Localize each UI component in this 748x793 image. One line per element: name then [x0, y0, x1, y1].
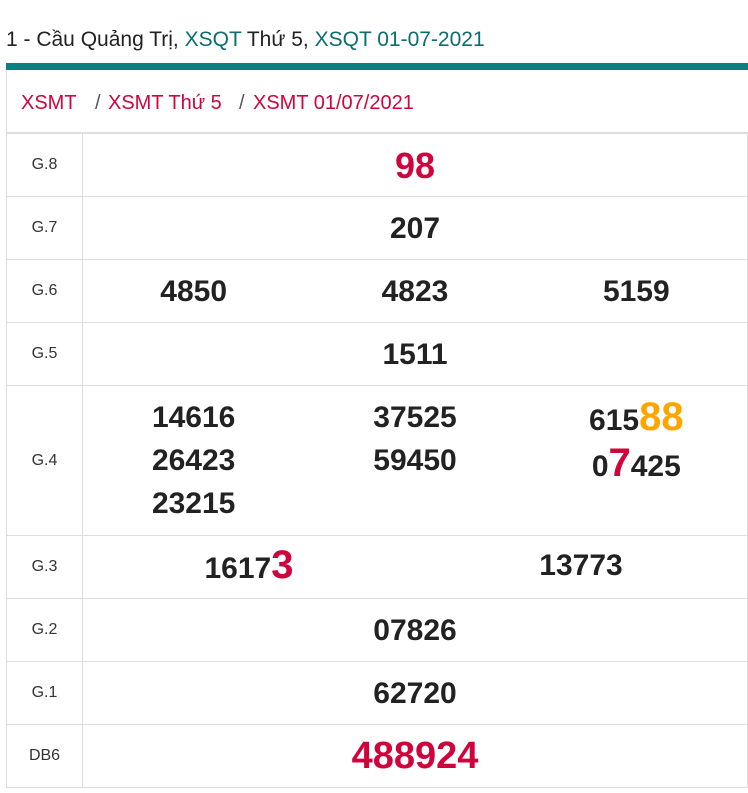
- heading-text: 1 - Cầu Quảng Trị,: [6, 28, 185, 51]
- highlight-digits: 88: [639, 395, 684, 439]
- prize-number: 26423: [151, 444, 236, 477]
- row-db: DB6 488924: [6, 724, 748, 788]
- prize-label: DB6: [6, 724, 83, 788]
- xsqt-date-link[interactable]: XSQT 01-07-2021: [314, 28, 485, 51]
- breadcrumb: XSMT / XSMT Thứ 5 / XSMT 01/07/2021: [6, 70, 748, 133]
- row-g1: G.1 62720: [6, 661, 748, 725]
- row-g6: G.6 4850 4823 5159: [6, 259, 748, 323]
- highlight-digits: 7: [608, 441, 631, 485]
- breadcrumb-separator: /: [239, 92, 245, 114]
- breadcrumb-xsmt[interactable]: XSMT: [21, 92, 77, 114]
- digits: 1617: [204, 552, 272, 585]
- results-table: G.8 98 G.7 207 G.6 4850 4823 5159 G.5 1511 G.4…: [6, 133, 748, 788]
- prize-number: 07826: [373, 613, 457, 647]
- prize-number: 59450: [373, 444, 457, 477]
- row-g4: G.4 14616 26423 23215 37525 59450 61588 0742…: [6, 385, 748, 536]
- prize-number: 207: [389, 211, 441, 245]
- prize-label: G.6: [6, 259, 83, 323]
- accent-bar: [6, 63, 748, 70]
- digits: 13773: [539, 549, 623, 582]
- prize-label: G.8: [6, 133, 83, 197]
- prize-number: 98: [394, 144, 436, 186]
- digits: 0: [591, 450, 609, 483]
- row-g8: G.8 98: [6, 133, 748, 197]
- row-g2: G.2 07826: [6, 598, 748, 662]
- digits: 615: [589, 404, 640, 437]
- prize-number: 4850: [160, 274, 228, 308]
- prize-label: G.4: [6, 385, 83, 536]
- prize-number: 62720: [373, 676, 457, 710]
- breadcrumb-separator: /: [95, 92, 101, 114]
- row-g3: G.3 16173 13773: [6, 535, 748, 599]
- highlight-digits: 3: [271, 543, 294, 587]
- prize-number: 23215: [151, 487, 236, 520]
- digits: 425: [630, 450, 681, 483]
- prize-number: 4823: [381, 274, 449, 308]
- prize-number: 07425: [526, 442, 747, 488]
- prize-number: 1511: [382, 337, 448, 371]
- prize-label: G.1: [6, 661, 83, 725]
- heading-text-mid: Thứ 5,: [241, 28, 315, 51]
- prize-label: G.5: [6, 322, 83, 386]
- prize-number: 5159: [602, 274, 670, 308]
- breadcrumb-xsmt-thu5[interactable]: XSMT Thứ 5: [108, 92, 222, 114]
- prize-number: 61588: [526, 396, 747, 442]
- row-g5: G.5 1511: [6, 322, 748, 386]
- prize-number: 14616: [151, 401, 236, 434]
- prize-label: G.7: [6, 196, 83, 260]
- prize-label: G.2: [6, 598, 83, 662]
- xsqt-link[interactable]: XSQT: [184, 28, 242, 51]
- jackpot-number: 488924: [351, 734, 479, 777]
- row-g7: G.7 207: [6, 196, 748, 260]
- breadcrumb-xsmt-date[interactable]: XSMT 01/07/2021: [253, 92, 414, 114]
- page-heading: 1 - Cầu Quảng Trị, XSQT Thứ 5, XSQT 01-0…: [6, 28, 485, 52]
- prize-number: 37525: [373, 401, 457, 434]
- prize-number: 13773: [415, 544, 747, 590]
- prize-label: G.3: [6, 535, 83, 599]
- prize-number: 16173: [83, 544, 415, 590]
